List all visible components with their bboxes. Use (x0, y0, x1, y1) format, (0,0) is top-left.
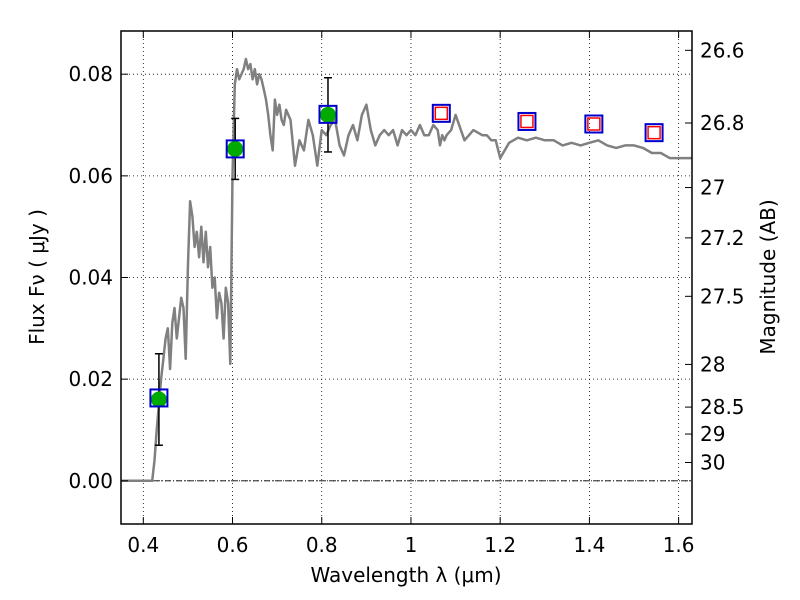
upper-limit-square (434, 106, 449, 121)
upper-limit-square (587, 117, 601, 131)
x-tick-label: 0.4 (127, 533, 159, 557)
y-tick-label: 0.00 (68, 469, 113, 493)
magnitude-tick-label: 29 (700, 422, 725, 446)
y-tick-label: 0.08 (68, 62, 113, 86)
model-flux-square (517, 111, 537, 131)
upper-limit-square (520, 114, 534, 129)
magnitude-axis-ticks: 26.6 26.8 27 27.2 27.5 28 28.5 29 30 (685, 38, 745, 475)
x-tick-label: 1.6 (663, 533, 695, 557)
model-flux-square (584, 114, 604, 134)
observed-flux-point (227, 140, 244, 157)
x-tick-label: 1 (405, 533, 418, 557)
x-tick-label: 0.8 (306, 533, 338, 557)
observed-flux-point (319, 106, 336, 123)
x-axis-ticks: 0.4 0.6 0.8 1 1.2 1.4 1.6 (127, 31, 695, 557)
magnitude-tick-label: 28 (700, 352, 725, 376)
x-axis-title: Wavelength λ (μm) (310, 563, 501, 587)
magnitude-tick-label: 27 (700, 176, 725, 200)
x-tick-label: 0.6 (217, 533, 249, 557)
model-spectrum (121, 57, 692, 483)
magnitude-tick-label: 26.6 (700, 38, 745, 62)
magnitude-tick-label: 27.5 (700, 284, 745, 308)
magnitude-tick-label: 26.8 (700, 111, 745, 135)
model-flux-square (431, 103, 451, 123)
plot-background (121, 31, 692, 524)
photometry-markers (149, 103, 664, 408)
magnitude-tick-label: 27.2 (700, 226, 745, 250)
x-tick-label: 1.2 (484, 533, 516, 557)
y-tick-label: 0.06 (68, 164, 113, 188)
magnitude-axis-title: Magnitude (AB) (756, 199, 780, 354)
upper-limit-square (647, 125, 661, 140)
y-axis-title: Flux Fν ( μJy ) (25, 209, 49, 345)
y-tick-label: 0.04 (68, 266, 113, 290)
y-tick-label: 0.02 (68, 367, 113, 391)
observed-flux-point (150, 391, 167, 408)
spectrum-line (121, 57, 692, 483)
model-flux-square (318, 104, 338, 124)
magnitude-tick-label: 30 (700, 451, 725, 475)
y-axis-ticks: 0.00 0.02 0.04 0.06 0.08 (68, 62, 128, 493)
model-flux-square (225, 139, 245, 159)
model-flux-square (149, 388, 169, 408)
model-flux-square (644, 123, 664, 143)
x-tick-label: 1.4 (573, 533, 605, 557)
magnitude-tick-label: 28.5 (700, 395, 745, 419)
